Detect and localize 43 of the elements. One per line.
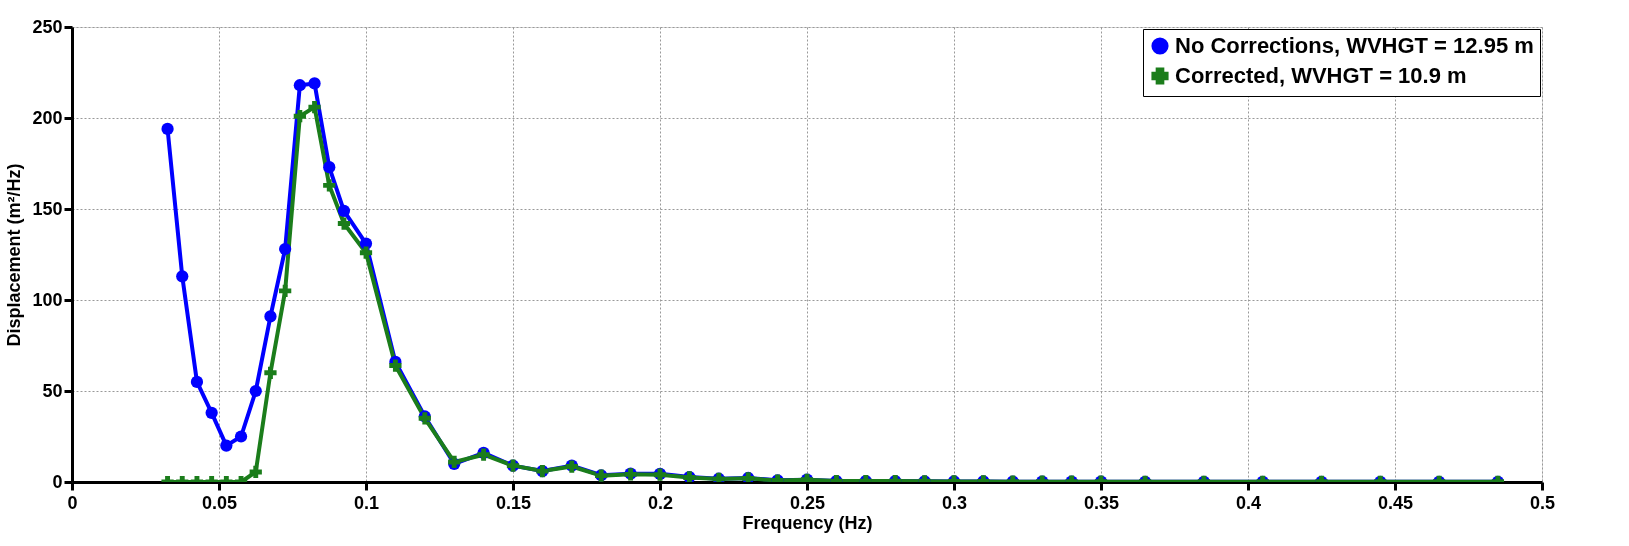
point: [389, 359, 402, 372]
point: [279, 242, 292, 256]
y-tick-label: 0: [52, 471, 63, 492]
point: [249, 384, 262, 398]
point: [308, 77, 321, 90]
point: [249, 465, 262, 479]
x-tick-label: 0.35: [1083, 492, 1120, 513]
point: [279, 284, 292, 298]
point: [337, 204, 351, 217]
x-tick-label: 0.4: [1235, 492, 1262, 513]
point: [264, 366, 277, 379]
point: [220, 439, 233, 452]
y-tick-label: 50: [42, 380, 63, 401]
point: [264, 310, 277, 323]
point: [293, 110, 306, 123]
point: [161, 122, 174, 136]
x-tick-label: 0.1: [353, 492, 380, 513]
point: [293, 79, 306, 92]
legend-label: Corrected, WVHGT = 10.9 m: [1175, 63, 1467, 88]
y-tick-label: 150: [32, 198, 63, 219]
x-tick-label: 0.05: [201, 492, 238, 513]
y-tick-label: 250: [32, 16, 63, 37]
y-tick-label: 200: [32, 107, 63, 128]
point: [176, 270, 189, 283]
x-axis-title: Frequency (Hz): [742, 512, 873, 533]
x-tick-label: 0.3: [941, 492, 968, 513]
point: [308, 100, 321, 114]
point: [205, 406, 218, 419]
point: [359, 246, 373, 259]
point: [234, 430, 248, 443]
point: [323, 179, 336, 192]
point: [323, 161, 336, 174]
x-tick-label: 0: [67, 492, 78, 513]
y-axis-title: Displacement (m²/Hz): [4, 163, 25, 347]
y-tick-label: 100: [32, 289, 63, 310]
point: [337, 217, 351, 230]
point: [190, 375, 204, 389]
x-tick-label: 0.15: [495, 492, 532, 513]
x-tick-label: 0.45: [1377, 492, 1414, 513]
x-tick-label: 0.5: [1529, 492, 1556, 513]
x-tick-label: 0.25: [789, 492, 826, 513]
legend-label: No Corrections, WVHGT = 12.95 m: [1175, 33, 1534, 58]
x-tick-label: 0.2: [647, 492, 674, 513]
